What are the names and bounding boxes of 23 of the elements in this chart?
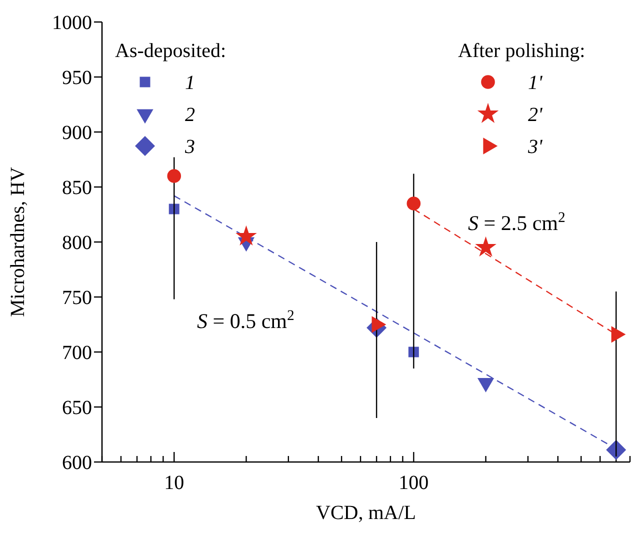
y-tick-label: 700	[62, 342, 92, 364]
annotation: S = 0.5 cm$^{2}$	[197, 308, 294, 333]
annotation: S = 2.5 cm$^{2}$	[468, 210, 566, 235]
y-tick-label: 650	[62, 397, 92, 419]
legend-label: 1	[185, 72, 195, 94]
annotation: After polishing:	[458, 40, 586, 62]
y-tick-label: 850	[62, 177, 92, 199]
y-tick-label: 950	[62, 67, 92, 89]
y-axis-title: Microhardnes, HV	[7, 166, 29, 317]
legend-label: 2'	[528, 104, 543, 126]
y-tick-label: 1000	[52, 12, 92, 34]
legend-label: 1'	[528, 72, 543, 94]
x-axis-title: VCD, mA/L	[316, 502, 416, 524]
legend-label: 3	[184, 136, 195, 158]
y-tick-label: 800	[62, 232, 92, 254]
y-tick-label: 900	[62, 122, 92, 144]
y-tick-label: 750	[62, 287, 92, 309]
legend-label: 2	[185, 104, 195, 126]
y-tick-label: 600	[62, 452, 92, 474]
annotation: As-deposited:	[115, 40, 226, 62]
legend-label: 3'	[527, 136, 543, 158]
x-tick-label: 100	[398, 472, 429, 494]
x-tick-label: 10	[164, 472, 184, 494]
